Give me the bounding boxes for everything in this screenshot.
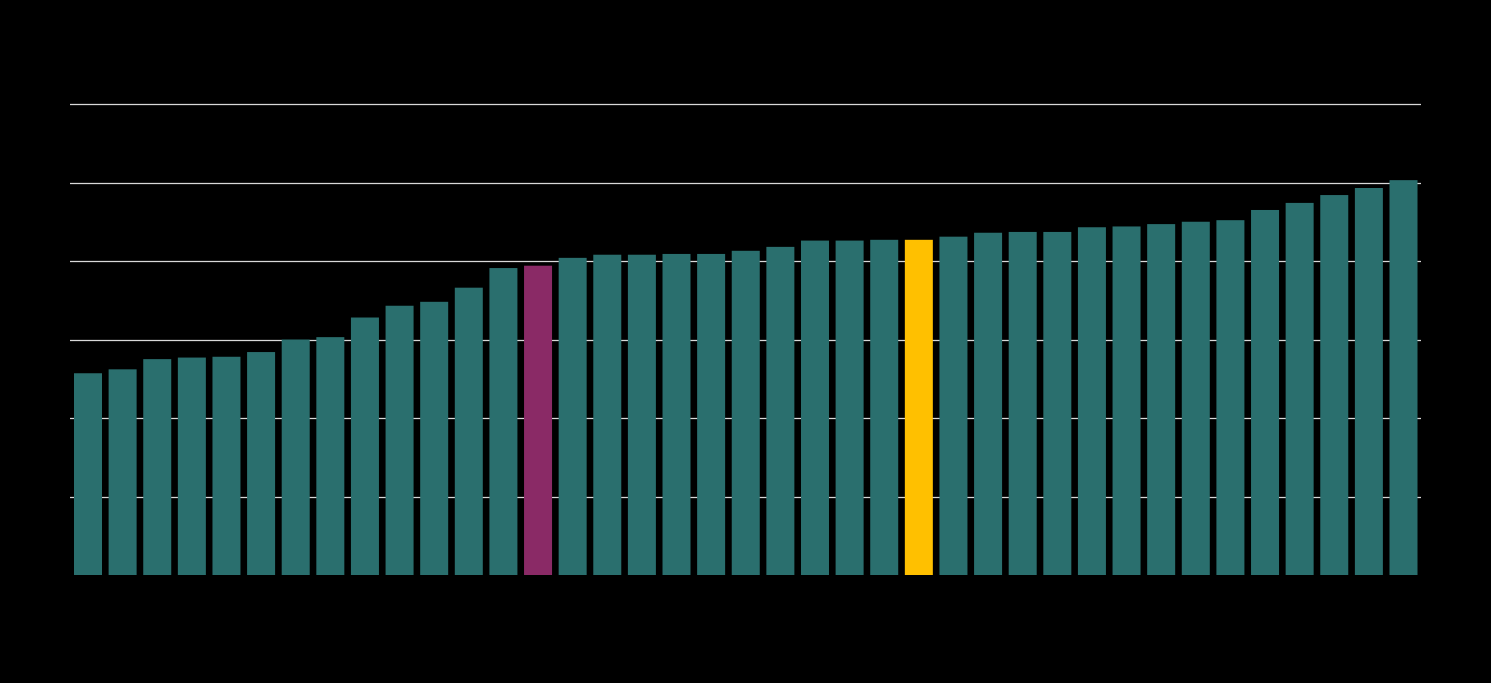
bars xyxy=(74,180,1418,576)
bar-1 xyxy=(74,373,102,575)
bar-15 xyxy=(558,257,587,575)
bar-22 xyxy=(800,240,829,575)
bar-21 xyxy=(766,246,795,575)
bar-26 xyxy=(939,236,968,576)
bar-25 xyxy=(904,239,933,575)
bar-19 xyxy=(697,253,726,575)
bar-4 xyxy=(177,357,206,575)
bar-31 xyxy=(1112,226,1141,575)
bar-37 xyxy=(1320,195,1349,575)
bar-29 xyxy=(1043,231,1072,575)
bar-24 xyxy=(870,239,899,575)
bar-17 xyxy=(627,254,656,575)
bar-34 xyxy=(1216,220,1245,575)
bar-27 xyxy=(974,232,1003,576)
bar-39 xyxy=(1389,180,1418,575)
bar-36 xyxy=(1285,202,1314,575)
bar-23 xyxy=(835,240,864,575)
bar-32 xyxy=(1147,224,1176,576)
bar-3 xyxy=(143,359,172,576)
bar-33 xyxy=(1181,221,1210,575)
bar-9 xyxy=(350,317,379,575)
bar-18 xyxy=(662,253,691,575)
bar-6 xyxy=(247,352,276,575)
bar-7 xyxy=(281,339,310,575)
bar-38 xyxy=(1354,188,1383,575)
bar-12 xyxy=(454,287,483,575)
bar-8 xyxy=(316,337,345,575)
bar-11 xyxy=(420,301,449,575)
bar-2 xyxy=(108,369,137,575)
bar-20 xyxy=(731,250,760,576)
bar-16 xyxy=(593,254,622,575)
bar-35 xyxy=(1251,209,1280,576)
bar-13 xyxy=(489,268,518,575)
bar-14 xyxy=(524,265,553,575)
bar-5 xyxy=(212,356,241,575)
bar-30 xyxy=(1077,227,1106,575)
bar-10 xyxy=(385,305,414,575)
bar-28 xyxy=(1008,231,1037,575)
